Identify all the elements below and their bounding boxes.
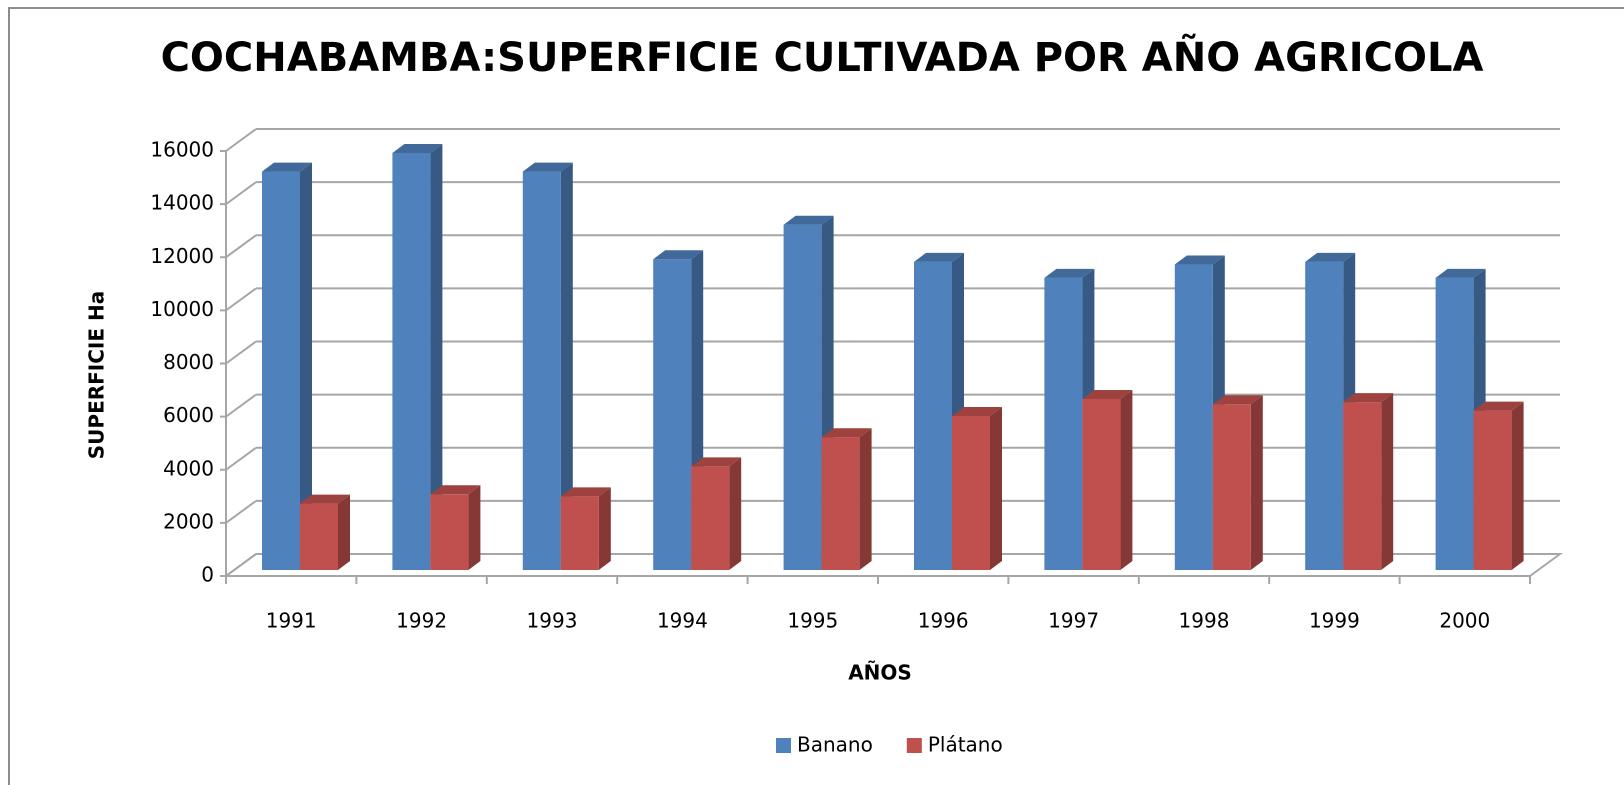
bar (821, 437, 860, 570)
bar-top (300, 494, 350, 504)
x-tick-label: 1991 (266, 609, 317, 633)
bar-top (262, 162, 312, 172)
bar-side (300, 162, 312, 570)
bar-top (1305, 252, 1356, 262)
bar (914, 261, 952, 570)
bar-side (1381, 393, 1394, 570)
legend-label: Plátano (928, 733, 1003, 757)
bar (1305, 261, 1344, 570)
bar-side (859, 428, 872, 570)
bar-side (1250, 395, 1263, 570)
bar-top (914, 252, 964, 262)
bar (1473, 410, 1512, 570)
y-tick-label: 14000 (150, 191, 214, 215)
bar-top (783, 215, 834, 225)
y-tick-label: 0 (201, 563, 214, 587)
bar-top (430, 485, 481, 495)
bar-side (729, 457, 742, 570)
bar-side (430, 143, 443, 570)
bar-top (1343, 393, 1394, 403)
bar-side (338, 494, 350, 570)
grid-line (225, 287, 257, 312)
y-axis-label: SUPERFICIE Ha (85, 291, 109, 459)
bar (262, 171, 300, 570)
bar (1435, 277, 1474, 570)
x-tick-label: 1993 (527, 609, 578, 633)
bar (1082, 398, 1121, 570)
grid-line (225, 340, 257, 365)
bar (653, 259, 692, 570)
x-tick-label: 1999 (1309, 609, 1360, 633)
grid-line (225, 128, 257, 152)
bar-top (1082, 389, 1133, 399)
bar-side (598, 487, 611, 570)
chart-title: COCHABAMBA:SUPERFICIE CULTIVADA POR AÑO … (161, 33, 1484, 81)
legend-swatch (776, 738, 791, 753)
y-tick-label: 8000 (163, 350, 214, 374)
y-tick-label: 4000 (163, 456, 214, 480)
bar (691, 466, 730, 570)
x-tick-label: 1992 (396, 609, 447, 633)
x-tick-label: 1997 (1048, 609, 1099, 633)
grid-line (225, 446, 257, 471)
x-tick-label: 1994 (657, 609, 708, 633)
bar-top (1174, 255, 1225, 265)
bar-side (560, 162, 573, 570)
x-tick-label: 1995 (787, 609, 838, 633)
bar-side (990, 406, 1002, 570)
bar (1044, 277, 1083, 570)
y-tick-label: 6000 (163, 403, 214, 427)
bar-top (821, 428, 872, 438)
bar (1343, 402, 1382, 570)
grid-line (225, 393, 257, 418)
y-tick-label: 16000 (150, 138, 214, 162)
bar-side (1120, 389, 1133, 570)
grid-line (225, 234, 257, 259)
grid-line (225, 181, 257, 205)
legend-swatch (906, 738, 922, 753)
bar-top (392, 143, 443, 153)
bar (1174, 264, 1213, 570)
bar (952, 415, 990, 570)
bar (430, 494, 469, 570)
bar-top (1212, 395, 1263, 405)
bar (522, 171, 561, 570)
bar-top (522, 162, 573, 172)
x-tick-label: 2000 (1439, 609, 1490, 633)
bar (1212, 404, 1251, 570)
x-tick-label: 1996 (918, 609, 969, 633)
y-tick-label: 10000 (150, 297, 214, 321)
bar-top (1473, 401, 1524, 411)
bar (783, 224, 822, 570)
bar (560, 496, 599, 570)
bar (300, 503, 338, 570)
bar-top (952, 406, 1002, 416)
bar-top (560, 487, 611, 497)
bar-top (1044, 268, 1095, 278)
y-tick-label: 2000 (163, 509, 214, 533)
x-tick-label: 1998 (1179, 609, 1230, 633)
bar (392, 152, 431, 570)
bar-side (1511, 401, 1524, 570)
bar-top (1435, 268, 1486, 278)
bar-top (653, 250, 704, 260)
grid-line (225, 500, 257, 524)
grid-line (225, 553, 257, 577)
bar-side (468, 485, 481, 570)
x-axis-label: AÑOS (848, 661, 912, 685)
bar-top (691, 457, 742, 467)
legend-label: Banano (797, 733, 873, 757)
y-tick-label: 12000 (150, 244, 214, 268)
